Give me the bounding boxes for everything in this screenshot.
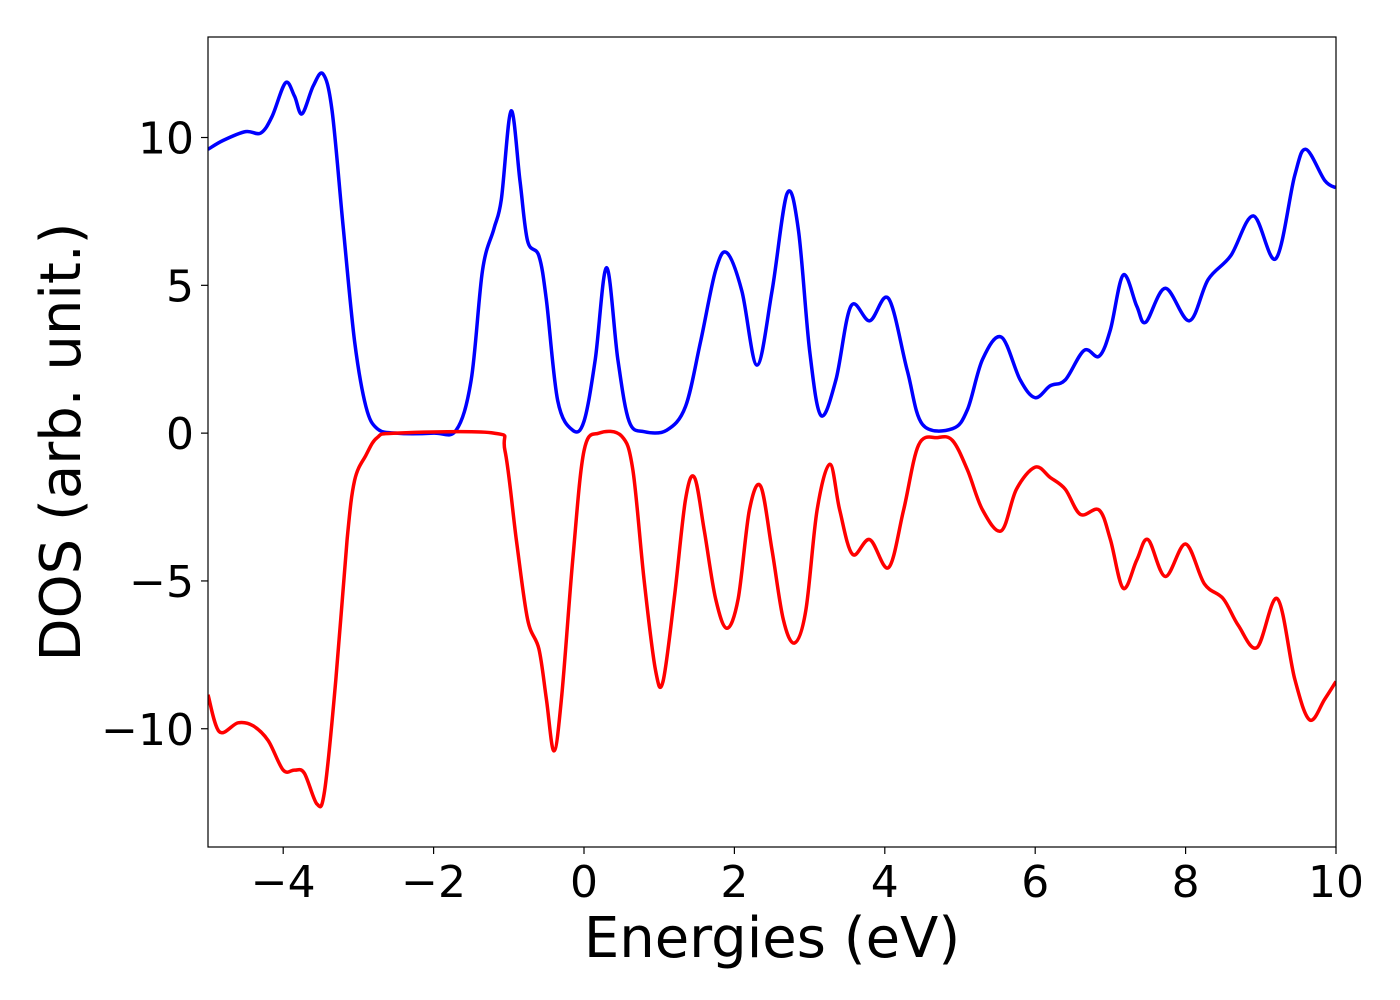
y-tick-label: 0 [166, 409, 194, 460]
x-tick-label: 6 [1021, 857, 1049, 908]
spin-up-dos-line [208, 71, 1336, 437]
x-tick-label: 4 [871, 857, 899, 908]
x-axis: −4 −2 0 2 4 6 8 10 [251, 847, 1364, 908]
series-layer [208, 71, 1336, 809]
y-tick-label: 10 [138, 114, 194, 165]
x-axis-label: Energies (eV) [584, 906, 960, 971]
y-tick-label: 5 [166, 261, 194, 312]
x-tick-label: 2 [720, 857, 748, 908]
plot-frame [207, 36, 1337, 848]
y-tick-label: −10 [101, 705, 194, 756]
y-axis: −10 −5 0 5 10 [101, 114, 208, 756]
x-tick-label: −4 [251, 857, 316, 908]
y-tick-label: −5 [129, 557, 194, 608]
x-tick-label: 10 [1308, 857, 1364, 908]
x-tick-label: 0 [570, 857, 598, 908]
x-tick-label: 8 [1172, 857, 1200, 908]
x-tick-label: −2 [401, 857, 466, 908]
y-axis-label: DOS (arb. unit.) [29, 222, 94, 661]
spin-down-dos-line [208, 429, 1336, 809]
